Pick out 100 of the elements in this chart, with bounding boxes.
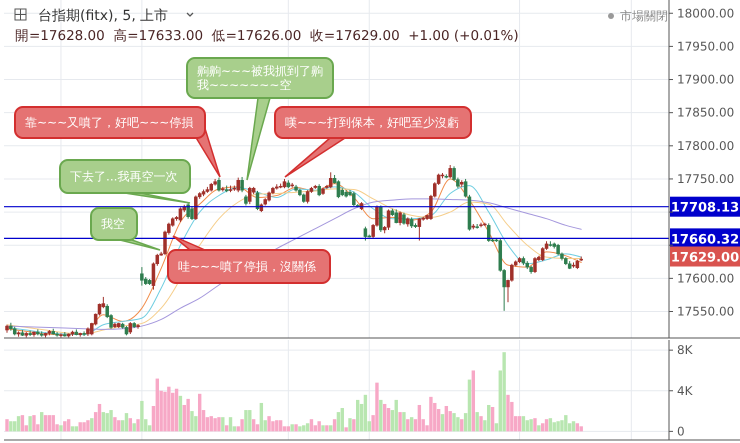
bar — [244, 410, 248, 432]
bar — [533, 418, 537, 432]
candlestick — [248, 186, 252, 205]
bar — [325, 425, 329, 432]
bar — [5, 419, 9, 432]
bar — [487, 404, 490, 432]
bar — [317, 421, 321, 432]
candlestick — [178, 206, 182, 223]
bar — [102, 412, 106, 432]
bar — [224, 425, 228, 432]
bar — [540, 423, 544, 432]
candlestick — [282, 178, 286, 189]
bar — [217, 417, 221, 432]
annotation: 哇~~~噴了停損，沒關係 — [178, 260, 316, 274]
bar — [444, 406, 448, 432]
bar — [418, 404, 422, 432]
bar — [174, 388, 178, 432]
bar — [537, 425, 541, 432]
candlestick — [364, 226, 368, 242]
annotation: 我空 — [101, 217, 125, 231]
bar — [429, 396, 433, 432]
bar — [344, 427, 348, 432]
bar — [109, 410, 113, 432]
bar — [48, 415, 52, 432]
bar — [156, 378, 159, 432]
bar — [382, 404, 386, 432]
bar — [522, 416, 526, 432]
y-tick-label: 18000.00 — [677, 6, 734, 20]
bar — [529, 419, 533, 432]
candlestick — [217, 177, 221, 192]
bar — [475, 412, 479, 432]
candlestick — [448, 164, 452, 179]
bar — [240, 419, 244, 432]
bar — [310, 419, 314, 432]
bar — [580, 426, 583, 432]
bar — [410, 417, 414, 432]
bar — [556, 421, 560, 432]
candlestick — [128, 322, 132, 335]
candlestick — [394, 208, 398, 224]
bar — [306, 423, 310, 432]
bar — [66, 419, 70, 432]
candlestick — [533, 256, 537, 274]
bar — [564, 415, 568, 432]
candlestick — [236, 177, 240, 193]
bar — [78, 422, 82, 432]
bar — [228, 417, 232, 432]
bar — [248, 410, 252, 432]
bar — [32, 415, 36, 432]
bar — [518, 416, 522, 432]
candlestick — [306, 190, 310, 204]
bar — [364, 394, 368, 432]
bar — [213, 418, 217, 432]
y-tick-label: 17800.00 — [677, 138, 734, 153]
bar — [394, 400, 398, 432]
bar — [44, 415, 48, 432]
bar — [286, 426, 290, 432]
text: 17629.00 — [670, 250, 740, 266]
candlestick — [486, 222, 490, 242]
candlestick — [194, 195, 198, 221]
bar — [221, 417, 225, 432]
y-tick-label: 17750.00 — [677, 172, 734, 186]
y-tick-label: 17950.00 — [677, 39, 734, 54]
bar — [548, 418, 552, 432]
y-tick-label: 0 — [677, 424, 685, 438]
y-tick-label: 17600.00 — [677, 271, 734, 286]
bar — [340, 408, 344, 432]
bar — [178, 396, 182, 432]
bar — [502, 352, 506, 432]
annotation: 齁齁~~~被我抓到了齁我~~~~~~~空 — [197, 64, 324, 92]
candlestick — [386, 208, 390, 230]
bar — [460, 419, 464, 432]
text: 台指期(fitx), 5, 上市 — [38, 8, 168, 24]
candlestick — [267, 191, 271, 202]
candlestick — [302, 193, 306, 204]
candlestick — [328, 172, 332, 189]
bar — [20, 415, 24, 432]
bar — [572, 421, 576, 432]
bar — [278, 420, 282, 432]
y-tick-label: 17850.00 — [677, 106, 734, 120]
candlestick — [244, 194, 248, 206]
bar — [113, 417, 117, 432]
ref-line-label: 17708.13 — [670, 200, 740, 216]
y-tick-label: 17900.00 — [677, 72, 734, 87]
bar — [82, 422, 86, 432]
y-tick-label: 17550.00 — [677, 304, 734, 318]
bar — [352, 419, 356, 432]
candlestick — [379, 204, 383, 232]
candlestick — [352, 191, 356, 207]
bar — [302, 425, 306, 432]
candlestick — [240, 176, 244, 193]
annotation: 靠~~~又噴了，好吧~~~停損 — [25, 116, 194, 130]
candlestick — [418, 218, 422, 242]
bar — [332, 419, 336, 432]
candlestick — [256, 190, 260, 211]
bar — [267, 416, 271, 432]
candlestick — [190, 206, 194, 221]
bar — [479, 416, 483, 432]
candlestick — [140, 266, 144, 286]
bar — [472, 370, 476, 432]
bar — [456, 417, 460, 432]
